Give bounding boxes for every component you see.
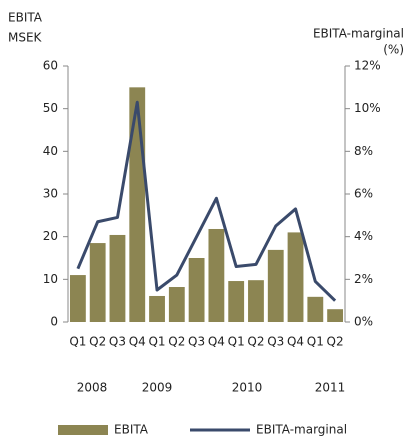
x-tick-label: Q3 (109, 335, 126, 349)
y-tick-label: 10 (43, 272, 58, 286)
bar (327, 309, 344, 322)
x-tick-label: Q4 (129, 335, 146, 349)
bar (129, 87, 146, 322)
bar (188, 258, 205, 322)
legend-label: EBITA-marginal (256, 423, 347, 437)
y-axis-title: EBITA (8, 11, 43, 25)
y2-tick-label: 8% (354, 144, 373, 158)
y2-tick-label: 12% (354, 59, 381, 73)
y2-tick-label: 2% (354, 272, 373, 286)
year-label: 2009 (142, 381, 173, 395)
y-tick-label: 20 (43, 229, 58, 243)
x-tick-label: Q1 (307, 335, 324, 349)
year-label: 2010 (232, 381, 263, 395)
y2-tick-label: 10% (354, 101, 381, 115)
y-tick-label: 30 (43, 187, 58, 201)
bar (69, 275, 86, 322)
y-tick-label: 40 (43, 144, 58, 158)
x-tick-label: Q3 (188, 335, 205, 349)
bar (307, 296, 324, 322)
y2-tick-label: 0% (354, 315, 373, 329)
bar (208, 228, 225, 322)
y2-axis-title: EBITA-marginal (313, 27, 404, 41)
y2-tick-label: 6% (354, 187, 373, 201)
bar (149, 295, 165, 322)
bar (228, 281, 245, 322)
y-tick-label: 60 (43, 59, 58, 73)
line (76, 100, 337, 302)
bar (287, 232, 304, 322)
x-tick-label: Q3 (267, 335, 284, 349)
bar (267, 249, 284, 322)
x-tick-label: Q2 (247, 335, 264, 349)
y-tick-label: 50 (43, 101, 58, 115)
y2-axis-title: (%) (383, 43, 404, 57)
x-tick-label: Q4 (208, 335, 225, 349)
bar (89, 243, 106, 322)
y2-tick-label: 4% (354, 229, 373, 243)
x-tick-label: Q1 (69, 335, 86, 349)
bar (109, 234, 126, 322)
x-tick-label: Q2 (327, 335, 344, 349)
year-label: 2008 (77, 381, 108, 395)
bar (248, 280, 264, 322)
x-tick-label: Q1 (148, 335, 165, 349)
year-label: 2011 (315, 381, 346, 395)
y-tick-label: 0 (50, 315, 58, 329)
x-tick-label: Q2 (89, 335, 106, 349)
x-tick-label: Q4 (287, 335, 304, 349)
x-tick-label: Q2 (168, 335, 185, 349)
x-tick-label: Q1 (228, 335, 245, 349)
legend-swatch (58, 425, 108, 435)
bar (168, 287, 185, 322)
y-axis-title: MSEK (8, 31, 43, 45)
legend-label: EBITA (114, 423, 149, 437)
